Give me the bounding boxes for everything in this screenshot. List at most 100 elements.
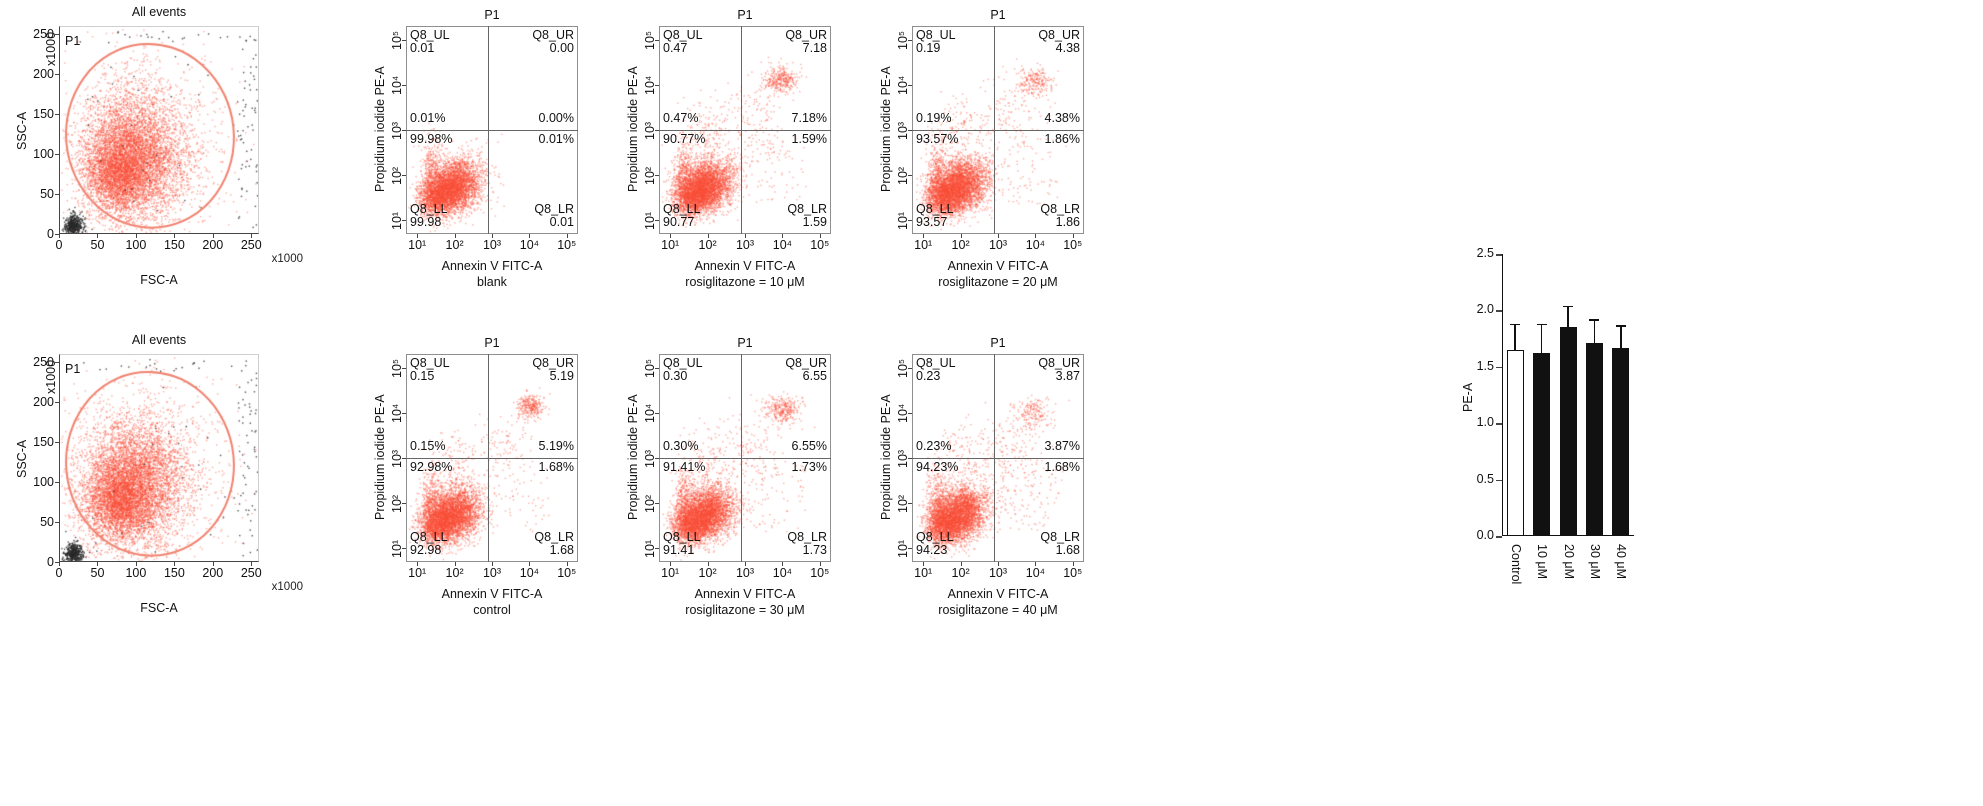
- quadrant-divider-horizontal: [659, 130, 831, 131]
- y-tick-mark: [402, 130, 406, 131]
- y-tick-mark: [55, 154, 59, 155]
- x-tick-label: 10⁵: [557, 566, 577, 580]
- y-tick-label: 150: [33, 107, 54, 121]
- x-tick-mark: [135, 234, 137, 238]
- quadrant-ll-name: Q8_LL: [410, 202, 448, 216]
- x-tick-mark: [417, 562, 419, 566]
- y-tick-mark: [908, 367, 912, 369]
- x-tick-mark: [745, 562, 746, 566]
- y-tick-label: 10³: [643, 449, 657, 468]
- x-tick-label: 10²: [951, 566, 970, 580]
- x-tick-mark: [707, 562, 709, 566]
- quadrant-ll-percent: 99.98%: [410, 132, 453, 146]
- quadrant-ul-value: 0.47: [663, 41, 688, 55]
- y-tick-mark: [55, 194, 59, 195]
- y-tick-mark: [655, 220, 659, 222]
- y-axis-label: Propidium iodide PE-A: [373, 394, 387, 520]
- error-bar-cap: [1589, 319, 1600, 321]
- quadrant-divider-horizontal: [912, 130, 1084, 131]
- x-tick-label: 200: [202, 566, 224, 580]
- quadrant-ul-percent: 0.01%: [410, 111, 446, 125]
- quadrant-divider-horizontal: [406, 130, 578, 131]
- y-tick-mark: [655, 458, 659, 459]
- x-tick-mark: [1072, 562, 1074, 566]
- x-tick-mark: [1035, 234, 1037, 238]
- y-tick-mark: [55, 562, 59, 563]
- x-tick-mark: [998, 562, 999, 566]
- quadrant-ll-value: 90.77: [663, 215, 695, 229]
- x-tick-label: 10³: [482, 566, 502, 580]
- quadrant-ul-value: 0.15: [410, 369, 435, 383]
- y-tick-mark: [908, 130, 912, 131]
- x-tick-mark: [174, 234, 176, 238]
- x-tick-label: 10²: [951, 238, 970, 252]
- quadrant-ul-percent: 0.19%: [916, 111, 952, 125]
- scatter-dots-canvas: [60, 27, 258, 233]
- y-tick-label: 10⁵: [390, 358, 404, 378]
- y-tick-mark: [655, 175, 659, 177]
- quadrant-ll-value: 92.98: [410, 543, 442, 557]
- quadrant-ur-percent: 7.18%: [791, 111, 827, 125]
- condition-label: blank: [477, 275, 507, 289]
- quadrant-ul-value: 0.19: [916, 41, 941, 55]
- x-tick-label: 10³: [482, 238, 502, 252]
- quadrant-ll-value: 93.57: [916, 215, 948, 229]
- x-tick-mark: [251, 562, 253, 566]
- x-tick-label: 250: [240, 238, 262, 252]
- bar-40-μm: [1612, 347, 1630, 536]
- error-bar-line: [1514, 323, 1516, 350]
- y-tick-mark: [55, 442, 59, 443]
- x-tick-label: 10¹: [914, 566, 933, 580]
- y-tick-label: 2.5: [1476, 246, 1494, 260]
- y-tick-label: 10¹: [896, 212, 910, 231]
- x-tick-mark: [529, 562, 531, 566]
- x-tick-mark: [59, 562, 60, 566]
- quadrant-ll-percent: 90.77%: [663, 132, 706, 146]
- y-tick-mark: [908, 84, 912, 86]
- y-tick-mark: [402, 220, 406, 222]
- quadrant-lr-name: Q8_LR: [534, 202, 574, 216]
- x-axis-label: Annexin V FITC-A: [694, 587, 796, 601]
- quadrant-ur-name: Q8_UR: [785, 28, 827, 42]
- x-tick-label: 100: [125, 566, 147, 580]
- y-axis-label: Propidium iodide PE-A: [626, 66, 640, 192]
- y-tick-mark: [655, 548, 659, 550]
- quadrant-ul-percent: 0.15%: [410, 439, 446, 453]
- y-tick-mark: [55, 482, 59, 483]
- y-tick-mark: [655, 39, 659, 41]
- x-tick-label: 10³: [988, 566, 1008, 580]
- y-tick-label: 10³: [643, 121, 657, 140]
- y-tick-label: 2.0: [1476, 302, 1494, 317]
- quadrant-lr-name: Q8_LR: [1040, 202, 1080, 216]
- y-tick-mark: [908, 503, 912, 505]
- quadrant-ll-value: 94.23: [916, 543, 948, 557]
- y-tick-label: 1.0: [1476, 415, 1494, 430]
- y-tick-label: 10⁵: [896, 30, 910, 50]
- x-tick-mark: [492, 234, 493, 238]
- y-tick-mark: [908, 175, 912, 177]
- x-tick-mark: [492, 562, 493, 566]
- y-tick-mark: [655, 367, 659, 369]
- quadrant-ur-name: Q8_UR: [1038, 28, 1080, 42]
- y-tick-label: 10¹: [390, 540, 404, 559]
- quad-plot-rosi-20um: P1 Propidium iodide PE-A Q8_UL 0.19 Q8_U…: [872, 2, 1122, 327]
- y-tick-mark: [1496, 254, 1502, 256]
- y-tick-mark: [402, 503, 406, 505]
- y-tick-label: 10²: [643, 495, 657, 514]
- y-tick-mark: [55, 522, 59, 523]
- y-tick-label: 100: [33, 475, 54, 489]
- quadrant-divider-horizontal: [912, 458, 1084, 459]
- y-tick-mark: [1496, 536, 1502, 538]
- quadrant-ur-value: 7.18: [802, 41, 827, 55]
- y-tick-mark: [402, 412, 406, 414]
- x-tick-label: 10⁵: [810, 566, 830, 580]
- quadrant-ul-percent: 0.47%: [663, 111, 699, 125]
- y-tick-label: 10⁵: [390, 30, 404, 50]
- quad-plot-blank: P1 Propidium iodide PE-A Q8_UL 0.01 Q8_U…: [366, 2, 616, 327]
- x-axis-label: Annexin V FITC-A: [947, 587, 1049, 601]
- quadrant-lr-value: 1.68: [1055, 543, 1080, 557]
- y-tick-label: 250: [33, 27, 54, 41]
- quadrant-ll-percent: 94.23%: [916, 460, 959, 474]
- y-tick-label: 10⁴: [390, 75, 404, 95]
